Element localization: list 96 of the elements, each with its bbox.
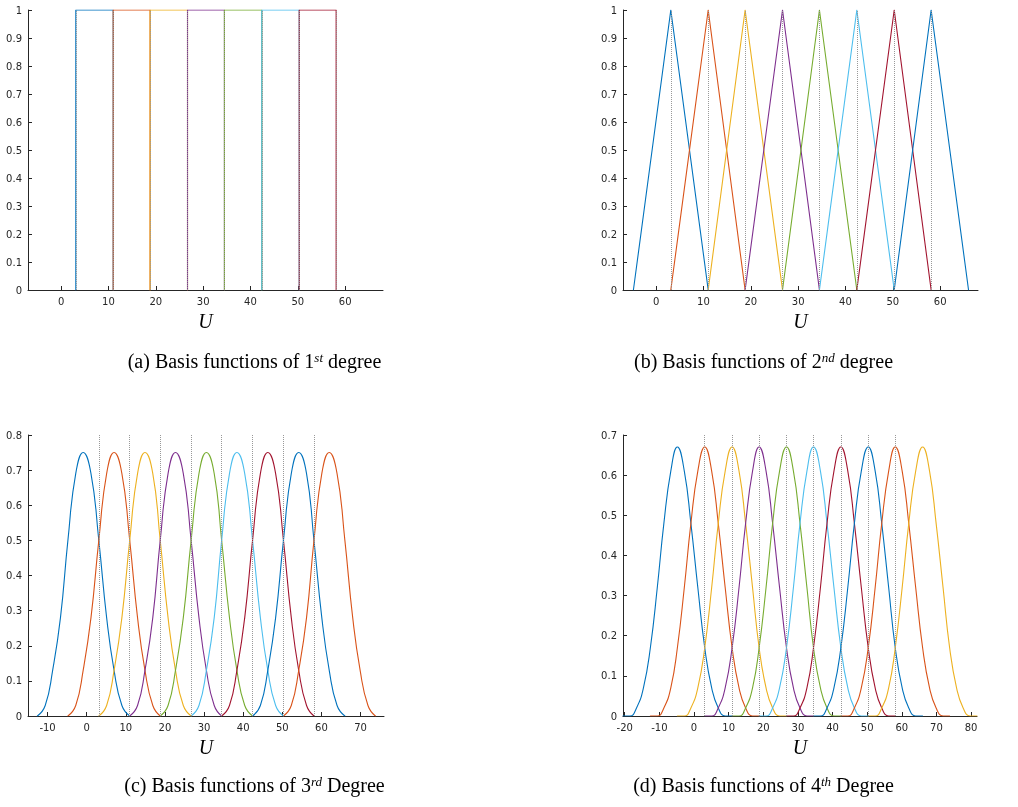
y-tick-label: 0.2 <box>6 228 22 240</box>
x-tick-label: 20 <box>149 295 163 307</box>
x-axis-title: U <box>793 309 810 332</box>
x-tick-label: 60 <box>338 295 352 307</box>
y-tick-label: 0.4 <box>6 570 22 581</box>
line-series <box>282 452 376 717</box>
y-tick-label: 0 <box>15 284 22 296</box>
line-series <box>731 446 842 717</box>
y-tick-label: 0.4 <box>6 172 22 184</box>
x-tick-label: 0 <box>690 721 698 733</box>
x-tick-label: 40 <box>839 295 852 307</box>
x-tick-label: 50 <box>291 295 305 307</box>
y-tick-label: 0.8 <box>6 60 22 72</box>
x-tick-label: 0 <box>652 295 660 307</box>
y-tick-label: 0.2 <box>601 228 617 240</box>
x-tick-label: 60 <box>933 295 947 307</box>
y-tick-label: 0.3 <box>6 200 22 212</box>
y-tick-label: 0.5 <box>601 144 617 156</box>
x-tick-label: 50 <box>275 721 289 733</box>
x-tick-label: 50 <box>886 295 900 307</box>
line-series <box>36 452 131 717</box>
y-tick-label: 0.6 <box>6 116 22 128</box>
y-tick-label: 1 <box>610 4 617 16</box>
line-series <box>159 452 254 717</box>
y-tick-label: 0.5 <box>6 144 22 156</box>
x-tick-label: 30 <box>196 295 210 307</box>
x-axis-title: U <box>198 735 215 758</box>
x-tick-label: -20 <box>616 721 633 733</box>
x-tick-label: 10 <box>119 721 133 733</box>
line-series <box>190 452 285 717</box>
x-tick-label: 20 <box>158 721 172 733</box>
y-tick-label: 0.6 <box>601 469 617 481</box>
line-series <box>840 446 951 717</box>
y-tick-label: 0.7 <box>601 429 617 441</box>
y-tick-label: 0.9 <box>6 32 22 44</box>
y-tick-label: 0.1 <box>6 675 22 687</box>
line-series <box>867 446 978 717</box>
x-axis-title: U <box>792 735 809 758</box>
line-series <box>129 452 223 717</box>
y-tick-label: 0.8 <box>601 60 617 72</box>
x-tick-label: 30 <box>197 721 211 733</box>
line-series <box>252 452 346 717</box>
x-tick-label: 20 <box>756 721 770 733</box>
x-tick-label: -10 <box>39 721 56 733</box>
y-tick-label: 0 <box>610 710 617 722</box>
x-tick-label: -10 <box>651 721 668 733</box>
y-tick-label: 0.7 <box>601 88 617 100</box>
x-tick-label: 70 <box>354 721 367 733</box>
x-tick-label: 10 <box>697 295 710 307</box>
line-series <box>98 452 192 717</box>
y-tick-label: 0 <box>15 710 22 722</box>
x-tick-label: 20 <box>744 295 758 307</box>
y-tick-label: 0.2 <box>601 630 617 642</box>
y-tick-label: 0.6 <box>601 116 617 128</box>
y-tick-label: 0.3 <box>601 590 617 602</box>
x-tick-label: 40 <box>244 295 257 307</box>
line-series <box>812 446 924 717</box>
x-tick-label: 60 <box>895 721 909 733</box>
line-series <box>622 446 733 717</box>
y-tick-label: 0.7 <box>6 88 22 100</box>
x-tick-label: 30 <box>791 721 805 733</box>
line-series <box>758 446 869 717</box>
x-tick-label: 0 <box>83 721 90 733</box>
y-tick-label: 0.5 <box>6 534 22 546</box>
y-tick-label: 0.2 <box>6 640 22 652</box>
line-series <box>676 446 788 717</box>
y-tick-label: 0.4 <box>601 172 617 184</box>
y-tick-label: 0.1 <box>601 256 617 268</box>
line-series <box>704 446 815 717</box>
x-tick-label: 30 <box>791 295 805 307</box>
line-series <box>785 446 896 717</box>
y-tick-label: 0.6 <box>6 499 22 511</box>
x-tick-label: 40 <box>826 721 839 733</box>
y-tick-label: 0.9 <box>601 32 617 44</box>
y-tick-label: 0.3 <box>601 200 617 212</box>
y-tick-label: 0 <box>610 284 617 296</box>
y-tick-label: 0.8 <box>6 429 22 441</box>
x-tick-label: 0 <box>57 295 65 307</box>
y-tick-label: 0.1 <box>601 670 617 682</box>
line-series <box>67 452 161 717</box>
line-series <box>221 452 315 717</box>
x-tick-label: 10 <box>102 295 115 307</box>
x-tick-label: 60 <box>315 721 328 733</box>
x-tick-label: 80 <box>964 721 978 733</box>
y-tick-label: 0.1 <box>6 256 22 268</box>
x-tick-label: 40 <box>236 721 250 733</box>
line-series <box>649 446 760 717</box>
x-tick-label: 10 <box>722 721 736 733</box>
y-tick-label: 0.4 <box>601 549 617 561</box>
y-tick-label: 0.3 <box>6 605 22 617</box>
x-tick-label: 70 <box>930 721 943 733</box>
x-axis-title: U <box>198 309 215 332</box>
y-tick-label: 1 <box>15 4 22 16</box>
y-tick-label: 0.7 <box>6 464 22 476</box>
y-tick-label: 0.5 <box>601 509 617 521</box>
x-tick-label: 50 <box>860 721 874 733</box>
